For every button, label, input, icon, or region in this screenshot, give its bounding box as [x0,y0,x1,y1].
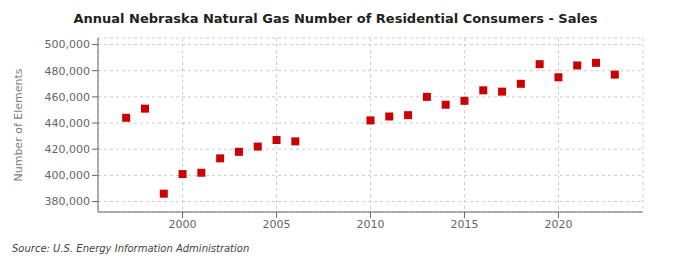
svg-text:2000: 2000 [169,218,197,231]
svg-text:420,000: 420,000 [45,143,91,156]
html-text:Source: U.S. Energy Informatio: Source: U.S. Energy Information Administ… [12,243,250,254]
html-text:Annual Nebraska Natural Gas Nu: Annual Nebraska Natural Gas Number of Re… [73,11,598,26]
svg-text:460,000: 460,000 [45,91,91,104]
svg-text:Number of Elements: Number of Elements [12,68,25,181]
svg-text:2010: 2010 [357,218,385,231]
svg-text:500,000: 500,000 [45,38,91,51]
svg-text:2015: 2015 [450,218,478,231]
svg-text:380,000: 380,000 [45,195,91,208]
svg-text:2020: 2020 [544,218,572,231]
svg-text:400,000: 400,000 [45,169,91,182]
svg-text:480,000: 480,000 [45,65,91,78]
svg-text:2005: 2005 [263,218,291,231]
svg-text:440,000: 440,000 [45,117,91,130]
